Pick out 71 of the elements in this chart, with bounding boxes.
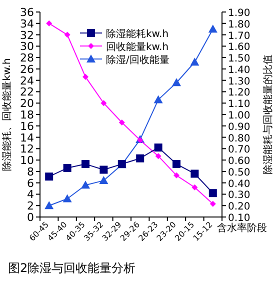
y-tick-label: 14 — [20, 131, 34, 144]
point — [172, 78, 181, 86]
point — [208, 189, 217, 198]
y2-tick-label: 1.70 — [228, 30, 250, 42]
point — [63, 164, 72, 172]
point — [118, 119, 125, 126]
y-tick-label: 26 — [20, 62, 34, 76]
y-tick-label: 20 — [20, 97, 34, 110]
point — [154, 95, 163, 104]
y2-tick-label: 1.50 — [228, 54, 250, 65]
y-tick-label: 4 — [27, 188, 34, 202]
y-tick-label: 34 — [20, 17, 34, 30]
y2-tick-label: 1.40 — [228, 64, 250, 76]
y-tick-label: 32 — [20, 28, 34, 42]
x-axis-title: 含水率阶段 — [217, 222, 267, 234]
point — [172, 160, 180, 168]
point — [64, 32, 70, 38]
y2-tick-label: 0.30 — [228, 190, 250, 202]
point — [99, 176, 108, 184]
y-tick-label: 10 — [20, 154, 34, 168]
y2-tick-label: 1.10 — [228, 99, 250, 110]
y2-tick-label: 0.70 — [228, 144, 250, 156]
point — [190, 58, 200, 66]
y-tick-label: 22 — [20, 86, 34, 99]
point — [210, 200, 216, 207]
y-tick-label: 36 — [20, 6, 34, 19]
y-tick-label: 2 — [27, 200, 34, 213]
y2-axis-title: 除湿能耗与回收能量的比值 — [262, 54, 274, 174]
y-tick-label: 30 — [20, 40, 34, 54]
y2-tick-label: 1.30 — [228, 76, 250, 88]
point — [190, 170, 199, 178]
y2-tick-label: 0.80 — [228, 133, 250, 144]
point — [100, 100, 107, 106]
y-tick-label: 8 — [27, 165, 34, 178]
point — [45, 172, 54, 181]
point — [46, 20, 52, 26]
point — [208, 24, 218, 33]
y-tick-label: 12 — [20, 142, 34, 156]
y2-tick-label: 0.20 — [228, 202, 250, 213]
y2-tick-label: 0.50 — [228, 167, 250, 178]
y-tick-label: 16 — [20, 120, 34, 133]
y2-tick-label: 0.40 — [228, 178, 250, 190]
point — [174, 172, 180, 178]
y-axis-title: 除湿能耗、回收能量kw.h — [1, 58, 13, 171]
text: 图2除湿与回收能量分析 — [8, 261, 136, 275]
point — [82, 74, 88, 80]
point — [154, 144, 162, 152]
point — [81, 180, 90, 189]
y-tick-label: 24 — [20, 74, 34, 88]
point — [62, 194, 72, 202]
y2-tick-label: 1.90 — [228, 8, 250, 19]
point — [100, 166, 108, 174]
y2-tick-label: 1.60 — [228, 42, 250, 54]
point — [82, 160, 90, 168]
y-tick-label: 6 — [27, 176, 34, 190]
legend-label: 回收能量kw.h — [106, 41, 169, 53]
y2-tick-label: 1.00 — [228, 110, 250, 122]
y-tick-label: 0 — [27, 211, 34, 224]
y2-tick-label: 1.80 — [228, 19, 250, 30]
legend-label: 除湿能耗kw.h — [106, 28, 169, 40]
y2-tick-label: 1.20 — [228, 88, 250, 99]
y-tick-label: 28 — [20, 52, 34, 65]
point — [192, 184, 198, 190]
y-tick-label: 18 — [20, 108, 34, 122]
point — [155, 153, 162, 160]
legend-label: 除湿/回收能量 — [106, 54, 170, 66]
point — [44, 201, 54, 210]
point — [136, 154, 144, 162]
y2-tick-label: 0.60 — [228, 156, 250, 168]
y2-tick-label: 0.10 — [228, 213, 250, 224]
y2-tick-label: 0.90 — [228, 122, 250, 133]
